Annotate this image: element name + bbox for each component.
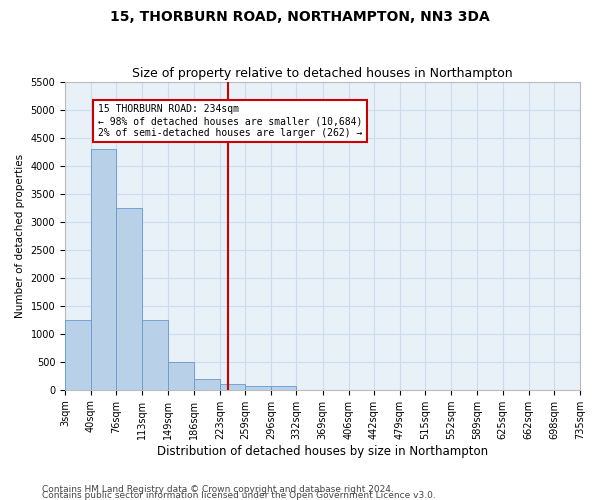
- Bar: [65, 320, 91, 390]
- Text: 15, THORBURN ROAD, NORTHAMPTON, NN3 3DA: 15, THORBURN ROAD, NORTHAMPTON, NN3 3DA: [110, 10, 490, 24]
- Text: Contains public sector information licensed under the Open Government Licence v3: Contains public sector information licen…: [42, 490, 436, 500]
- Bar: [142, 320, 168, 390]
- Bar: [91, 149, 116, 390]
- X-axis label: Distribution of detached houses by size in Northampton: Distribution of detached houses by size …: [157, 444, 488, 458]
- Bar: [220, 384, 245, 390]
- Text: Contains HM Land Registry data © Crown copyright and database right 2024.: Contains HM Land Registry data © Crown c…: [42, 484, 394, 494]
- Title: Size of property relative to detached houses in Northampton: Size of property relative to detached ho…: [132, 66, 513, 80]
- Bar: [168, 362, 194, 390]
- Text: 15 THORBURN ROAD: 234sqm
← 98% of detached houses are smaller (10,684)
2% of sem: 15 THORBURN ROAD: 234sqm ← 98% of detach…: [98, 104, 362, 138]
- Y-axis label: Number of detached properties: Number of detached properties: [15, 154, 25, 318]
- Bar: [271, 386, 296, 390]
- Bar: [245, 386, 271, 390]
- Bar: [116, 208, 142, 390]
- Bar: [194, 378, 220, 390]
